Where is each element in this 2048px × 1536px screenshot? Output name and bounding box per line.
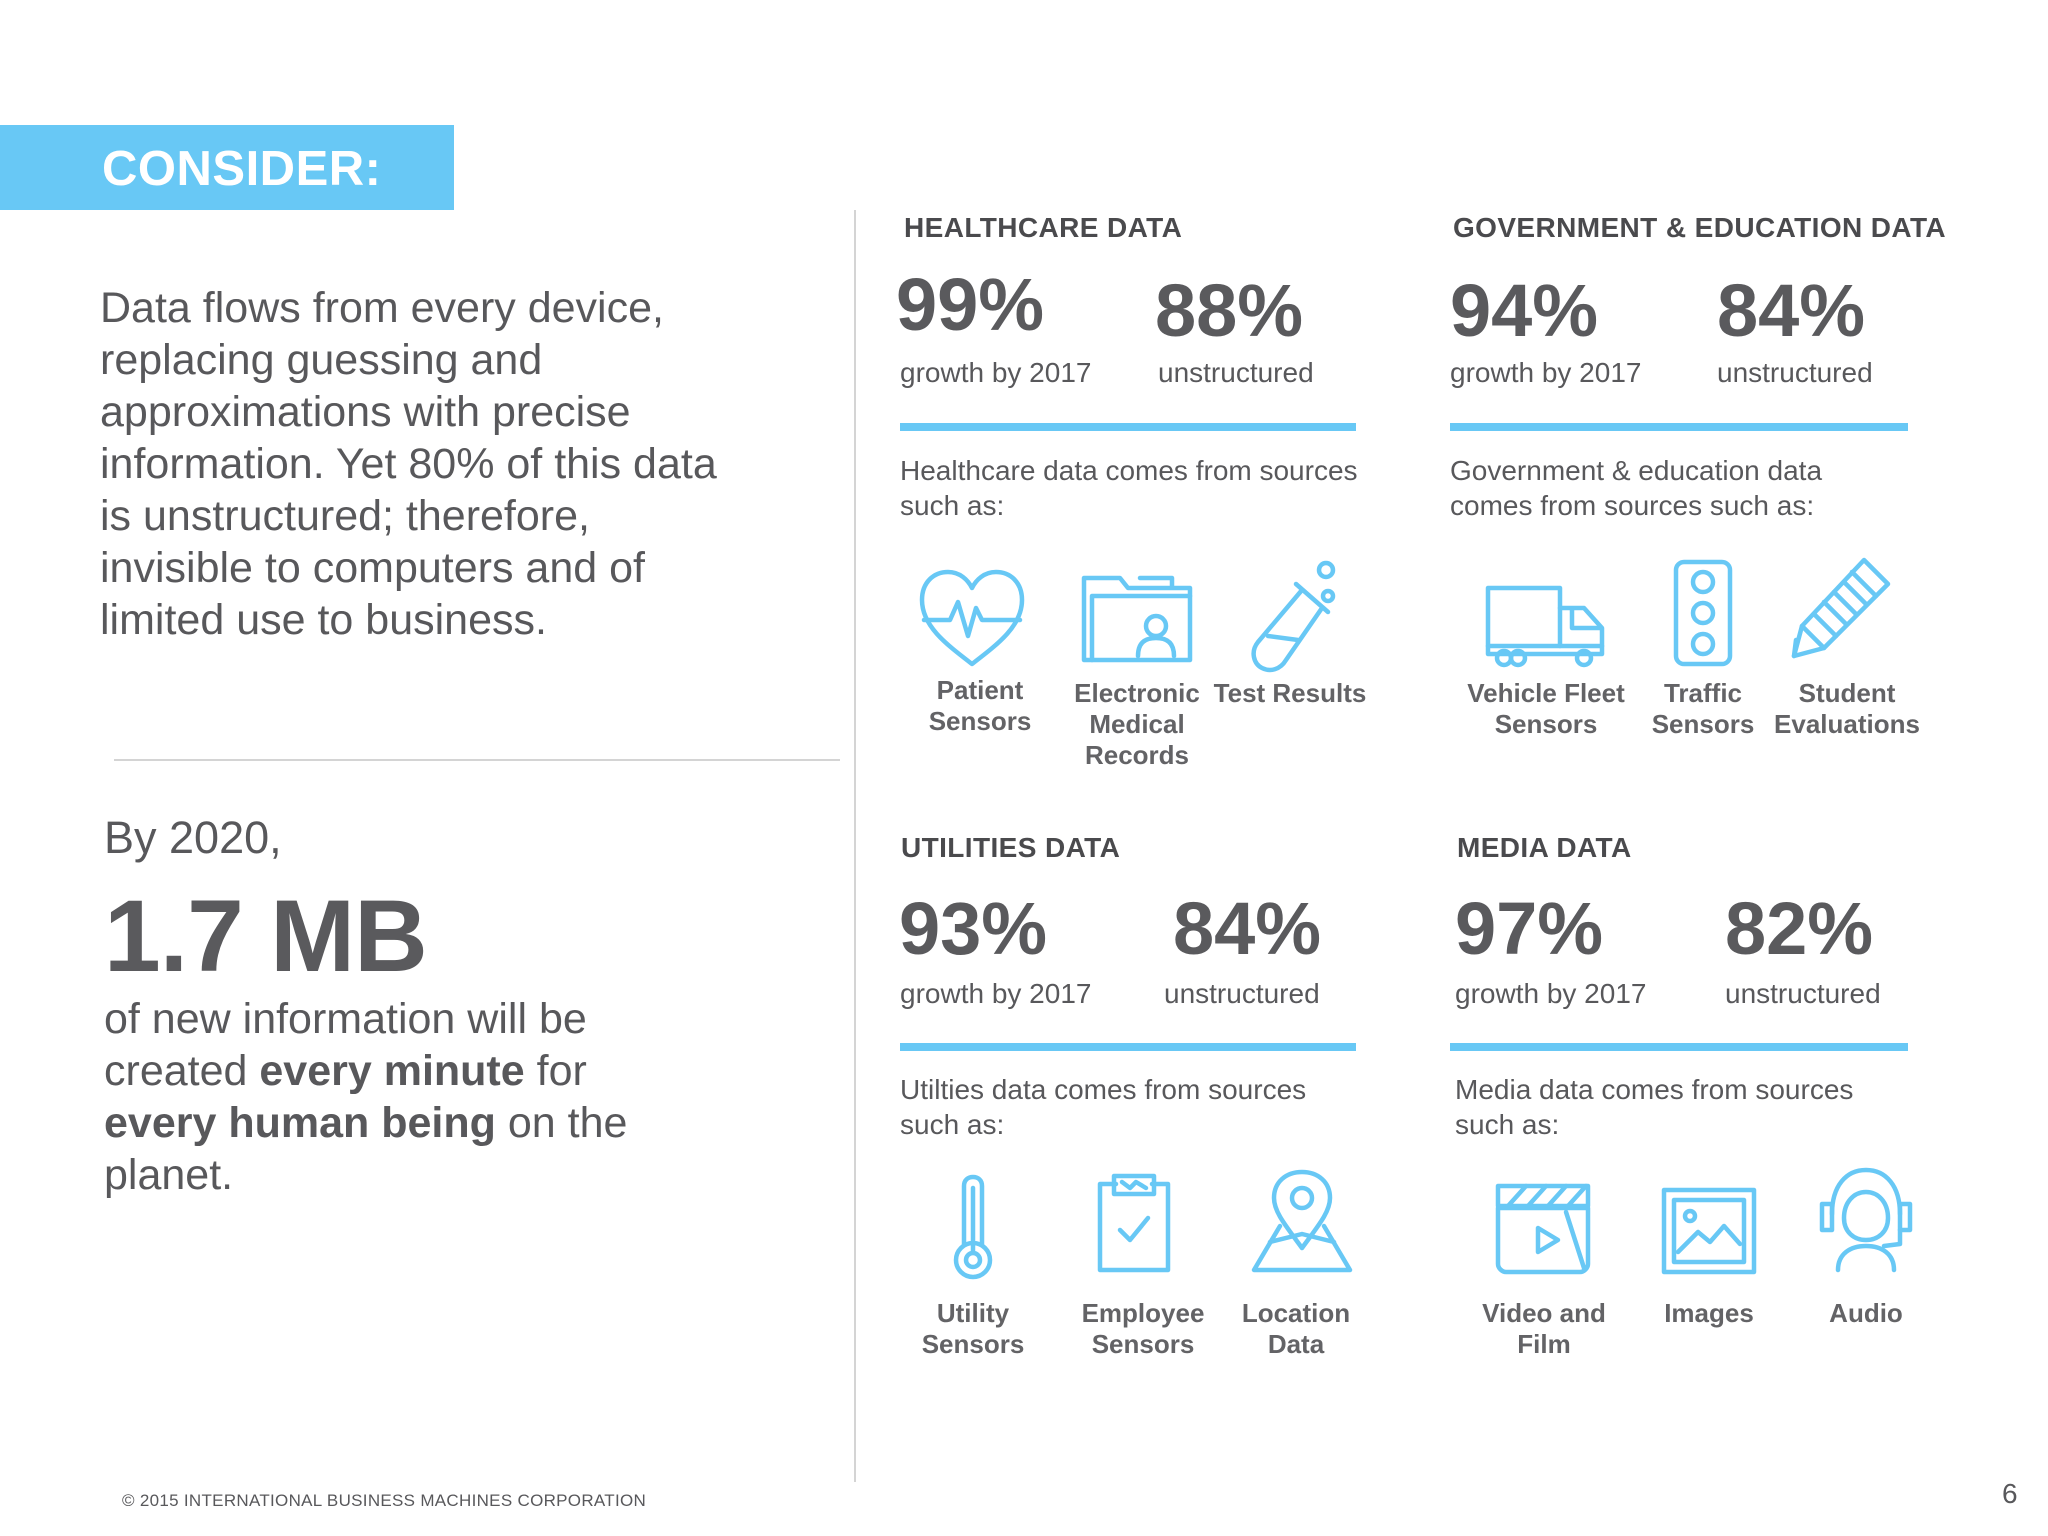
- item-label: Utility Sensors: [921, 1298, 1025, 1359]
- growth-label: growth by 2017: [1455, 978, 1647, 1009]
- growth-value: 99%: [896, 263, 1045, 346]
- item-label: Student Evaluations: [1774, 678, 1920, 739]
- intro-paragraph: Data flows from every device, replacing …: [100, 284, 717, 644]
- section-bar: [1450, 1043, 1908, 1051]
- item-label: Test Results: [1213, 678, 1367, 708]
- fact-text-2: for: [524, 1047, 587, 1095]
- fact-description: of new information will be created every…: [104, 993, 664, 1201]
- page-number: 6: [2002, 1478, 2018, 1509]
- fact-emphasis-2: every human being: [104, 1099, 496, 1147]
- growth-value: 94%: [1450, 269, 1599, 352]
- section-title: HEALTHCARE DATA: [904, 212, 1183, 243]
- folder-person-icon: [1080, 572, 1194, 664]
- unstructured-value: 84%: [1717, 269, 1866, 352]
- consider-banner: [0, 125, 454, 210]
- growth-label: growth by 2017: [900, 978, 1092, 1009]
- truck-icon: [1484, 584, 1608, 668]
- fact-emphasis-1: every minute: [259, 1047, 525, 1095]
- item-label: Employee Sensors: [1081, 1298, 1205, 1359]
- banner-label: CONSIDER:: [102, 142, 382, 196]
- fact-text-3: on the planet.: [104, 1099, 628, 1199]
- source-text: Media data comes from sources such as:: [1455, 1074, 1854, 1140]
- item-label: Audio: [1829, 1298, 1903, 1328]
- image-icon: [1660, 1186, 1758, 1276]
- headset-icon: [1818, 1164, 1914, 1276]
- fact-text-1: of new information will be created: [104, 995, 587, 1095]
- fact-value: 1.7 MB: [104, 879, 428, 993]
- item-label: Patient Sensors: [928, 675, 1032, 736]
- item-label: Electronic Medical Records: [1074, 678, 1200, 770]
- source-text: Government & education data comes from s…: [1450, 455, 1823, 521]
- unstructured-value: 82%: [1725, 887, 1874, 970]
- left-divider: [114, 759, 840, 761]
- section-title: MEDIA DATA: [1457, 832, 1632, 863]
- source-text: Healthcare data comes from sources such …: [900, 455, 1358, 521]
- growth-value: 97%: [1455, 887, 1604, 970]
- heart-pulse-icon: [916, 568, 1028, 668]
- item-label: Location Data: [1241, 1298, 1351, 1359]
- unstructured-value: 88%: [1155, 269, 1304, 352]
- item-label: Images: [1664, 1298, 1754, 1328]
- section-title: GOVERNMENT & EDUCATION DATA: [1453, 212, 1947, 243]
- item-label: Video and Film: [1482, 1298, 1606, 1359]
- unstructured-label: unstructured: [1158, 357, 1314, 388]
- fact-lead: By 2020,: [104, 812, 282, 863]
- vertical-divider: [854, 210, 856, 1482]
- thermometer-icon: [950, 1174, 996, 1280]
- item-label: Traffic Sensors: [1651, 678, 1755, 739]
- clipboard-check-icon: [1096, 1172, 1172, 1274]
- unstructured-label: unstructured: [1717, 357, 1873, 388]
- map-pin-icon: [1250, 1168, 1354, 1274]
- copyright-text: © 2015 INTERNATIONAL BUSINESS MACHINES C…: [122, 1491, 647, 1510]
- traffic-light-icon: [1672, 558, 1734, 668]
- unstructured-label: unstructured: [1164, 978, 1320, 1009]
- section-bar: [1450, 423, 1908, 431]
- section-bar: [900, 1043, 1356, 1051]
- source-text: Utilties data comes from sources such as…: [900, 1074, 1307, 1140]
- test-tube-icon: [1246, 560, 1336, 673]
- pencil-icon: [1788, 556, 1892, 660]
- item-label: Vehicle Fleet Sensors: [1467, 678, 1625, 739]
- section-bar: [900, 423, 1356, 431]
- clapperboard-icon: [1494, 1182, 1592, 1276]
- growth-value: 93%: [899, 887, 1048, 970]
- growth-label: growth by 2017: [1450, 357, 1642, 388]
- unstructured-value: 84%: [1173, 887, 1322, 970]
- unstructured-label: unstructured: [1725, 978, 1881, 1009]
- section-title: UTILITIES DATA: [901, 832, 1121, 863]
- growth-label: growth by 2017: [900, 357, 1092, 388]
